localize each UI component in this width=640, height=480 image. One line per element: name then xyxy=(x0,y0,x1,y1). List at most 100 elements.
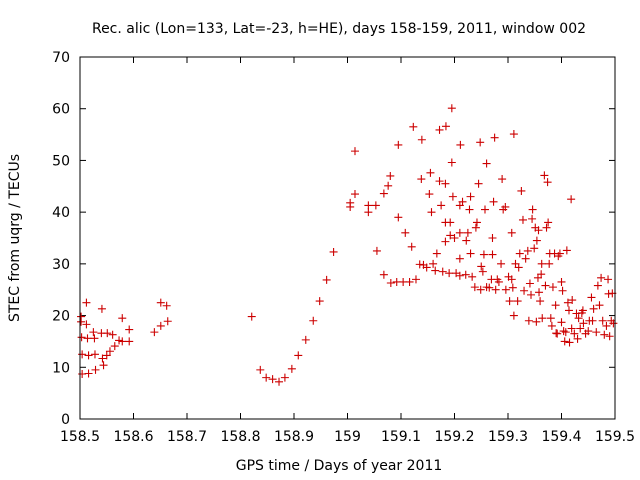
data-point xyxy=(555,249,564,258)
data-point xyxy=(479,250,488,259)
data-point xyxy=(446,231,455,240)
data-point xyxy=(431,266,440,275)
data-point xyxy=(517,186,526,195)
data-point xyxy=(567,195,576,204)
data-point xyxy=(394,213,403,222)
data-point xyxy=(521,254,530,263)
data-point xyxy=(405,277,414,286)
data-point xyxy=(536,297,545,306)
data-point xyxy=(386,171,395,180)
data-point xyxy=(417,135,426,144)
data-point xyxy=(372,246,381,255)
data-point xyxy=(156,298,165,307)
data-point xyxy=(275,377,284,386)
data-point xyxy=(476,138,485,147)
data-point xyxy=(605,332,614,341)
data-point xyxy=(602,321,611,330)
data-point xyxy=(103,329,112,338)
data-point xyxy=(162,301,171,310)
data-point xyxy=(488,234,497,242)
data-point xyxy=(544,218,553,227)
data-point xyxy=(482,159,491,168)
data-point xyxy=(446,218,455,227)
data-point xyxy=(480,205,489,214)
data-point xyxy=(565,338,574,347)
data-point xyxy=(584,327,593,336)
data-point xyxy=(530,244,539,253)
x-tick-label: 158.5 xyxy=(60,429,100,445)
data-point xyxy=(91,365,100,374)
data-point xyxy=(462,236,471,245)
data-point xyxy=(458,197,467,206)
x-tick-label: 159.3 xyxy=(488,429,528,445)
data-point xyxy=(509,130,518,139)
data-point xyxy=(534,226,543,235)
data-point xyxy=(455,228,464,237)
data-point xyxy=(609,319,618,328)
x-tick-label: 158.9 xyxy=(274,429,314,445)
data-point xyxy=(485,283,494,292)
y-tick-label: 10 xyxy=(52,360,70,376)
data-point xyxy=(77,333,86,342)
data-point xyxy=(497,259,506,268)
data-point xyxy=(501,285,510,294)
data-point xyxy=(515,249,524,258)
data-point xyxy=(287,364,296,373)
data-point xyxy=(82,320,91,329)
data-point xyxy=(532,236,541,245)
data-point xyxy=(505,297,514,306)
y-tick-label: 0 xyxy=(61,412,70,428)
data-point xyxy=(472,218,481,227)
data-point xyxy=(441,179,450,188)
data-point xyxy=(476,285,485,294)
data-point xyxy=(548,283,557,292)
data-point xyxy=(557,277,566,286)
data-point xyxy=(438,267,447,276)
data-point xyxy=(350,147,359,156)
data-point xyxy=(532,317,541,326)
data-point xyxy=(547,321,556,330)
data-point xyxy=(491,285,500,294)
data-point xyxy=(309,316,318,325)
data-point xyxy=(560,337,569,346)
data-point xyxy=(445,269,454,278)
data-point xyxy=(513,297,522,306)
data-point xyxy=(441,237,450,246)
data-point xyxy=(514,263,523,272)
data-point xyxy=(280,373,289,382)
data-point xyxy=(546,314,555,323)
data-point xyxy=(102,351,111,360)
y-tick-label: 40 xyxy=(52,205,70,221)
data-point xyxy=(78,350,87,359)
data-point xyxy=(567,324,576,333)
data-point xyxy=(447,158,456,167)
data-point xyxy=(535,288,544,297)
y-tick-label: 70 xyxy=(52,50,70,66)
x-tick-label: 158.6 xyxy=(113,429,153,445)
data-point xyxy=(401,228,410,237)
data-point xyxy=(593,281,602,290)
data-point xyxy=(125,337,134,346)
data-point xyxy=(524,316,533,325)
data-point xyxy=(597,273,606,282)
data-point xyxy=(561,328,570,337)
data-point xyxy=(579,319,588,328)
data-point xyxy=(508,283,517,292)
data-point xyxy=(494,277,503,286)
y-tick-label: 30 xyxy=(52,257,70,273)
data-point xyxy=(118,337,127,346)
data-point xyxy=(315,297,324,306)
data-point xyxy=(90,350,99,359)
data-point xyxy=(574,314,583,323)
data-point xyxy=(562,246,571,255)
data-point xyxy=(411,275,420,284)
data-point xyxy=(463,228,472,237)
data-point xyxy=(364,208,373,217)
y-tick-label: 60 xyxy=(52,102,70,118)
data-point xyxy=(268,375,277,384)
data-point xyxy=(256,365,265,374)
data-point xyxy=(551,301,560,310)
data-point xyxy=(542,223,551,232)
y-axis-title: STEC from uqrg / TECUs xyxy=(7,154,23,322)
data-point xyxy=(507,228,516,237)
